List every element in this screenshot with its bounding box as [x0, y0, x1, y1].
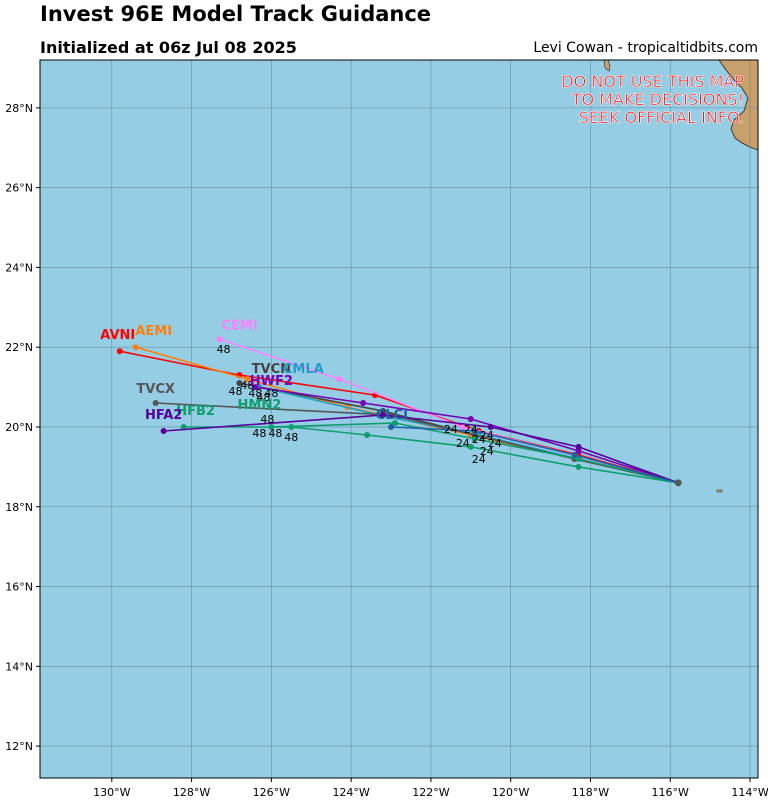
track-point — [459, 423, 466, 430]
model-label: AEMI — [135, 324, 172, 339]
y-tick-label: 18°N — [5, 501, 33, 514]
y-tick-label: 16°N — [5, 581, 33, 594]
track-hmn2 — [268, 419, 679, 484]
forecast-hour-label: 24 — [480, 445, 494, 458]
island — [603, 60, 611, 72]
track-point — [116, 348, 123, 355]
track-clci — [388, 423, 679, 484]
track-point — [360, 400, 367, 407]
track-point — [244, 376, 251, 383]
model-label: TVCX — [136, 382, 175, 397]
track-point — [252, 384, 259, 391]
track-point — [152, 400, 159, 407]
origin-point — [674, 479, 682, 487]
track-point — [571, 451, 578, 458]
warning-line: SEEK OFFICIAL INFO. — [579, 108, 744, 127]
island — [716, 489, 723, 493]
x-axis-ticks: 130°W 128°W 126°W 124°W 122°W 120°W 118°W 116°W… — [93, 778, 768, 799]
y-tick-label: 24°N — [5, 261, 33, 274]
track-line — [390, 426, 679, 484]
x-tick-label: 118°W — [572, 786, 609, 799]
track-hfa2 — [160, 412, 679, 484]
warning-line: TO MAKE DECISIONS! — [571, 90, 744, 109]
warning-line: DO NOT USE THIS MAP — [561, 72, 744, 91]
y-tick-label: 14°N — [5, 660, 33, 673]
y-tick-label: 12°N — [5, 740, 33, 753]
track-point — [364, 431, 371, 438]
forecast-hour-label: 24 — [488, 437, 502, 450]
forecast-hour-label: 24 — [480, 429, 494, 442]
model-tracks — [116, 336, 682, 487]
warning-text: DO NOT USE THIS MAP TO MAKE DECISIONS! S… — [561, 72, 745, 128]
forecast-hour-label: 24 — [444, 423, 458, 436]
track-point — [268, 423, 275, 430]
track-point — [336, 376, 343, 383]
forecast-hour-label: 48 — [260, 413, 274, 426]
track-point — [487, 423, 494, 430]
forecast-hour-label: 48 — [216, 343, 230, 356]
forecast-hour-label: 48 — [284, 431, 298, 444]
track-point — [467, 416, 474, 422]
map-title: Invest 96E Model Track Guidance — [40, 2, 432, 26]
forecast-hour-label: 24 — [464, 423, 478, 436]
forecast-hour-label: 48 — [252, 427, 266, 440]
forecast-hour-label: 48 — [228, 385, 242, 398]
x-tick-label: 122°W — [412, 786, 449, 799]
x-tick-label: 130°W — [93, 786, 130, 799]
x-tick-label: 114°W — [731, 786, 768, 799]
track-point — [380, 412, 387, 419]
model-label: AVNI — [100, 328, 135, 343]
track-point — [216, 336, 223, 343]
forecast-hour-label: 48 — [264, 387, 278, 400]
x-tick-label: 128°W — [173, 786, 210, 799]
y-tick-label: 22°N — [5, 341, 33, 354]
forecast-hour-label: 24 — [472, 433, 486, 446]
model-label: HWF2 — [250, 374, 293, 389]
forecast-hour-label: 24 — [472, 453, 486, 466]
track-point — [471, 427, 478, 434]
init-time: Initialized at 06z Jul 08 2025 — [40, 38, 297, 57]
x-tick-label: 126°W — [253, 786, 290, 799]
forecast-hour-label: 48 — [256, 391, 270, 404]
y-tick-label: 26°N — [5, 182, 33, 195]
graticule — [40, 60, 758, 778]
x-tick-label: 120°W — [492, 786, 529, 799]
x-tick-label: 116°W — [652, 786, 689, 799]
coastline-land — [718, 60, 758, 151]
x-tick-label: 124°W — [332, 786, 369, 799]
model-label: HMN2 — [238, 398, 282, 413]
track-point — [132, 344, 139, 351]
track-point — [575, 463, 582, 470]
track-point — [236, 380, 243, 387]
model-label: HFB2 — [176, 404, 215, 419]
forecast-hour-label: 48 — [240, 379, 254, 392]
track-point — [180, 423, 187, 430]
model-label: TVCN — [252, 362, 291, 377]
track-point — [471, 435, 478, 442]
model-label: CLCI — [376, 408, 408, 423]
track-point — [467, 443, 474, 450]
credit: Levi Cowan - tropicaltidbits.com — [533, 40, 758, 56]
track-point — [575, 455, 582, 462]
forecast-hour-label: 24 — [456, 437, 470, 450]
track-point — [388, 423, 395, 430]
track-point — [160, 427, 167, 434]
track-point — [392, 419, 399, 426]
y-axis-ticks: 12°N 14°N 16°N 18°N 20°N 22°N 24°N 26°N 28°N — [5, 102, 40, 753]
y-tick-label: 20°N — [5, 421, 33, 434]
model-label: HFA2 — [145, 408, 182, 423]
y-tick-label: 28°N — [5, 102, 33, 115]
forecast-hour-label: 48 — [268, 427, 282, 440]
model-label: CMLA — [283, 362, 324, 377]
plot-frame — [39, 59, 759, 779]
track-point — [575, 443, 582, 450]
forecast-hour-label: 48 — [248, 387, 262, 400]
model-label: CEMI — [221, 318, 257, 333]
